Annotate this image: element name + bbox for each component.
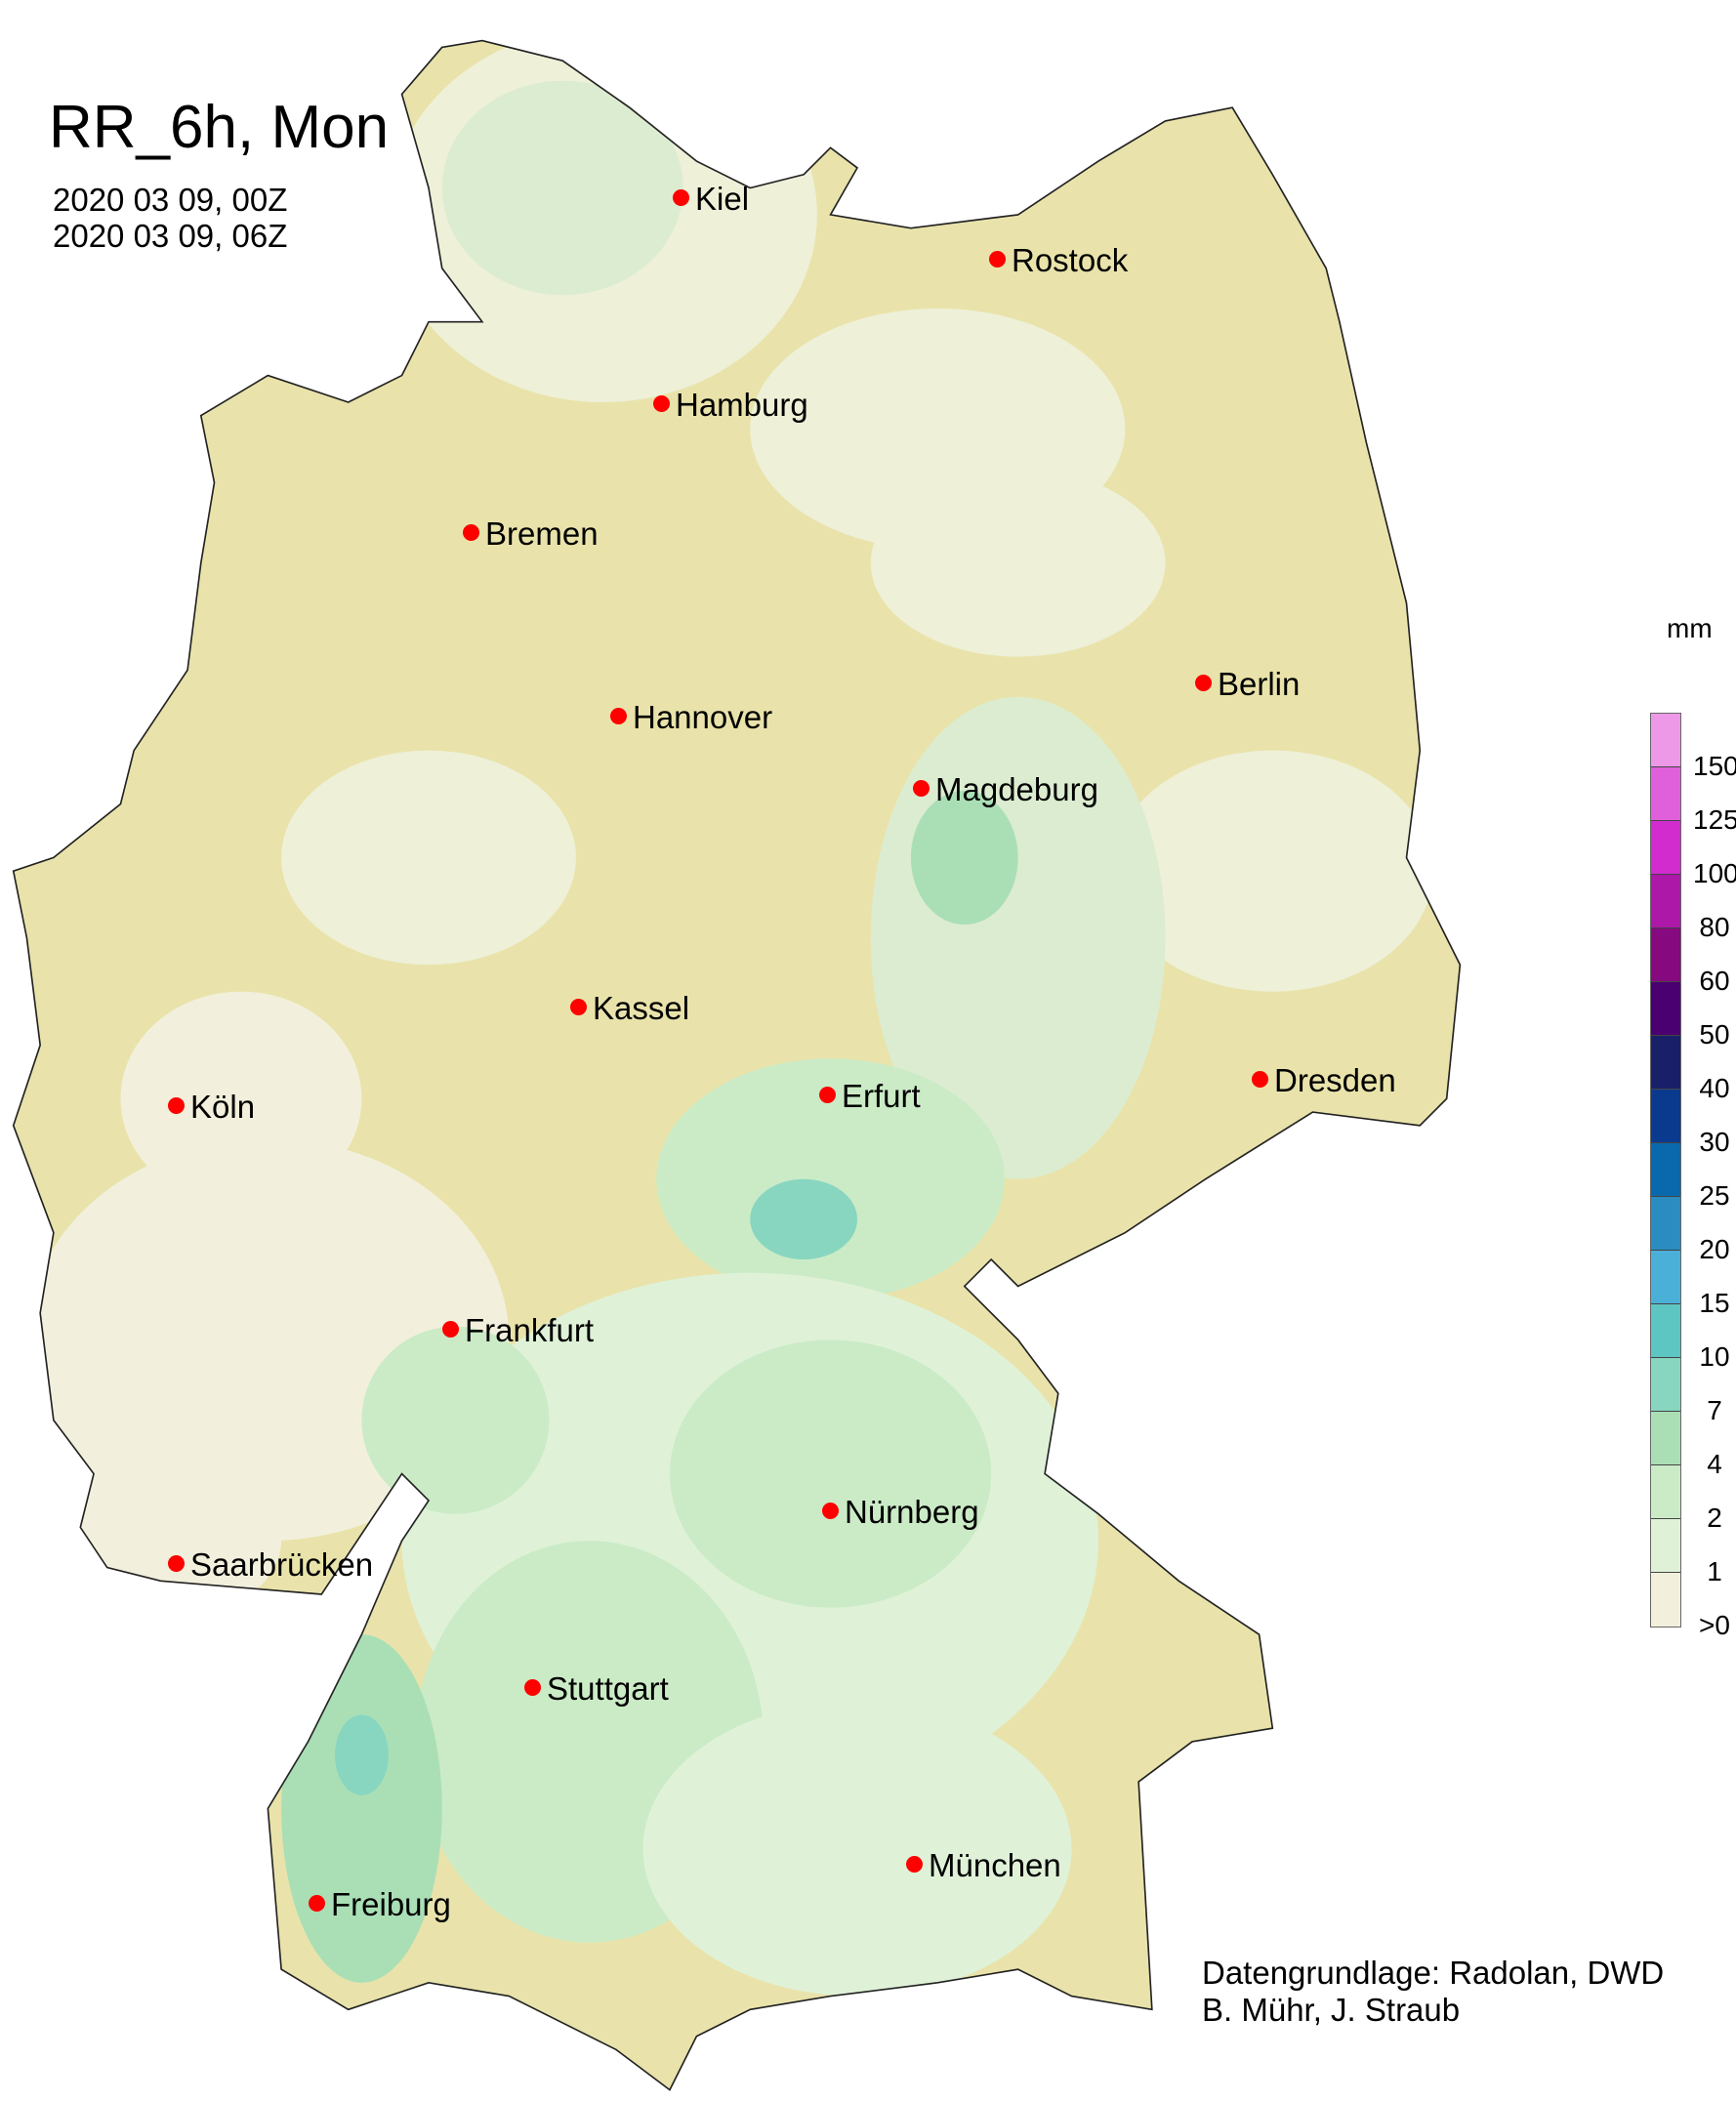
credit-source: Datengrundlage: Radolan, DWD [1202,1955,1665,1991]
city-dot-icon [168,1555,185,1572]
city-dot-icon [309,1895,325,1912]
city-dot-icon [524,1679,541,1696]
legend-tick-label: 4 [1707,1449,1722,1479]
legend-swatch [1651,767,1680,821]
legend-unit: mm [1667,613,1713,643]
legend-tick-label: 7 [1707,1395,1722,1425]
legend-swatch [1651,1304,1680,1358]
legend-swatch [1651,714,1680,767]
legend-swatch [1651,1197,1680,1251]
legend-tick-label: 50 [1699,1019,1730,1050]
legend-tick-label: 60 [1699,966,1730,996]
city-dot-icon [1252,1071,1268,1088]
legend-swatch [1651,1090,1680,1143]
legend-swatch [1651,875,1680,928]
legend-swatch [1651,1251,1680,1304]
color-legend [1650,713,1681,1627]
city-dot-icon [989,251,1006,268]
legend-tick-label: 150 [1693,751,1736,781]
city-dot-icon [906,1856,923,1873]
city-dot-icon [610,708,627,724]
legend-tick-label: 2 [1707,1503,1722,1533]
legend-tick-label: 125 [1693,804,1736,835]
period-start: 2020 03 09, 00Z [53,182,288,218]
city-dot-icon [653,395,670,412]
legend-swatch [1651,821,1680,875]
legend-tick-label: 30 [1699,1127,1730,1157]
city-dot-icon [168,1097,185,1114]
legend-swatch [1651,1358,1680,1412]
legend-swatch [1651,928,1680,982]
city-dot-icon [673,189,689,206]
city-dot-icon [442,1321,459,1338]
legend-tick-label: 100 [1693,858,1736,888]
legend-swatch [1651,1573,1680,1627]
legend-tick-label: 80 [1699,912,1730,942]
legend-tick-label: 15 [1699,1288,1730,1318]
credit-authors: B. Mühr, J. Straub [1202,1992,1461,2028]
legend-tick-label: 10 [1699,1341,1730,1372]
legend-swatch [1651,1412,1680,1465]
legend-swatch [1651,1465,1680,1519]
city-dot-icon [1195,675,1212,691]
legend-swatch [1651,1519,1680,1573]
city-dot-icon [570,999,587,1015]
map-title: RR_6h, Mon [49,94,390,161]
legend-swatch [1651,982,1680,1036]
legend-tick-label: 40 [1699,1073,1730,1103]
city-dot-icon [819,1087,836,1103]
legend-swatch [1651,1036,1680,1090]
legend-swatch [1651,1143,1680,1197]
city-dot-icon [913,780,930,797]
period-end: 2020 03 09, 06Z [53,218,288,254]
city-dot-icon [463,524,479,541]
legend-tick-label: >0 [1699,1610,1730,1640]
legend-tick-label: 25 [1699,1180,1730,1211]
legend-tick-label: 20 [1699,1234,1730,1264]
legend-tick-label: 1 [1707,1556,1722,1586]
city-dot-icon [822,1503,839,1519]
